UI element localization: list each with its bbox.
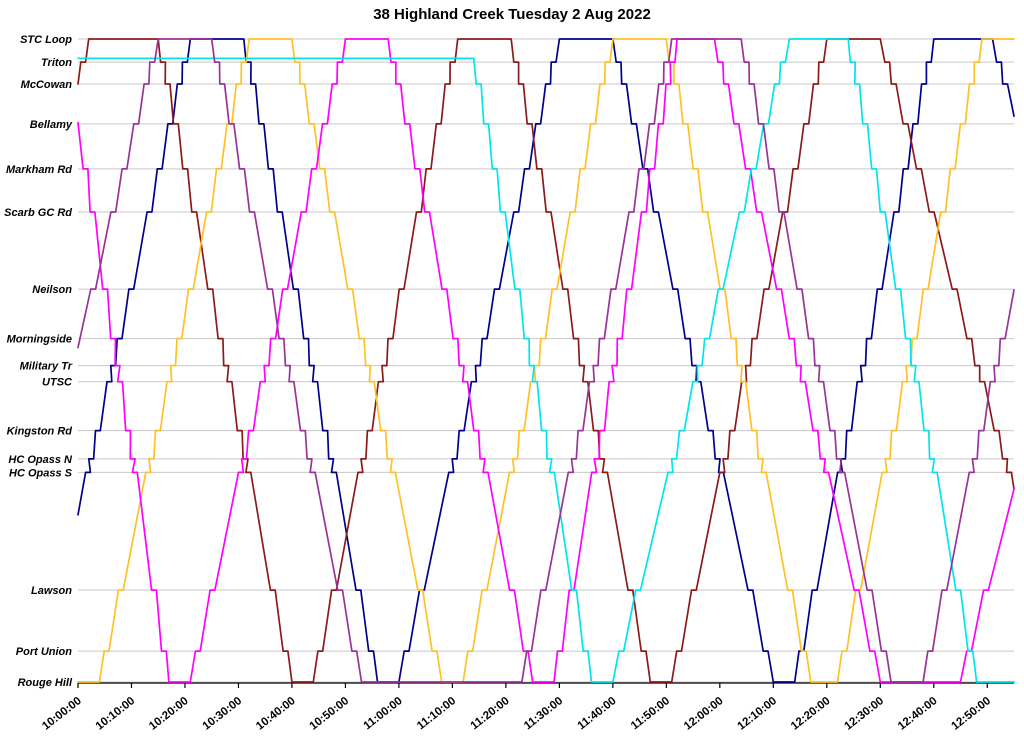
y-stop-label: STC Loop: [20, 34, 72, 46]
y-stop-label: HC Opass S: [9, 467, 73, 479]
vehicle-trace-run-magenta: [77, 38, 1015, 683]
x-tick-label: 11:20:00: [469, 695, 512, 732]
x-tick-label: 12:10:00: [735, 695, 779, 733]
x-tick-label: 11:30:00: [522, 695, 565, 732]
y-stop-label: McCowan: [21, 79, 73, 91]
x-tick-label: 10:30:00: [201, 695, 245, 733]
chart-title: 38 Highland Creek Tuesday 2 Aug 2022: [373, 6, 651, 23]
y-stop-label: Rouge Hill: [18, 677, 73, 689]
y-stop-label: Triton: [41, 57, 72, 69]
x-tick-label: 12:50:00: [949, 695, 993, 733]
vehicle-trace-run-gold: [77, 38, 1015, 683]
y-stop-label: Neilson: [32, 284, 72, 296]
x-tick-label: 12:40:00: [896, 695, 940, 733]
x-tick-label: 12:30:00: [842, 695, 886, 733]
y-stop-label: HC Opass N: [8, 454, 73, 466]
x-tick-label: 12:00:00: [682, 695, 726, 733]
x-tick-label: 11:10:00: [415, 695, 458, 732]
x-tick-label: 11:00:00: [362, 695, 405, 732]
x-tick-label: 10:20:00: [147, 695, 191, 733]
x-tick-label: 10:10:00: [94, 695, 138, 733]
y-stop-label: Military Tr: [20, 361, 73, 373]
y-stop-label: Scarb GC Rd: [4, 207, 72, 219]
vehicle-trace-run-darkred: [77, 38, 1015, 683]
x-tick-label: 10:00:00: [40, 695, 84, 733]
y-stop-label: UTSC: [42, 377, 73, 389]
x-tick-label: 12:20:00: [789, 695, 833, 733]
x-tick-label: 11:50:00: [629, 695, 672, 732]
y-stop-label: Port Union: [16, 646, 72, 658]
y-stop-label: Markham Rd: [6, 164, 72, 176]
y-stop-label: Bellamy: [30, 119, 73, 131]
vehicle-trace-run-cyan: [77, 38, 1015, 683]
x-tick-label: 10:40:00: [254, 695, 298, 733]
x-tick-label: 10:50:00: [308, 695, 352, 733]
y-stop-label: Lawson: [31, 585, 72, 597]
y-stop-label: Kingston Rd: [7, 426, 73, 438]
vehicle-trace-run-purple: [77, 38, 1015, 683]
x-tick-label: 11:40:00: [576, 695, 619, 732]
y-stop-label: Morningside: [7, 334, 72, 346]
